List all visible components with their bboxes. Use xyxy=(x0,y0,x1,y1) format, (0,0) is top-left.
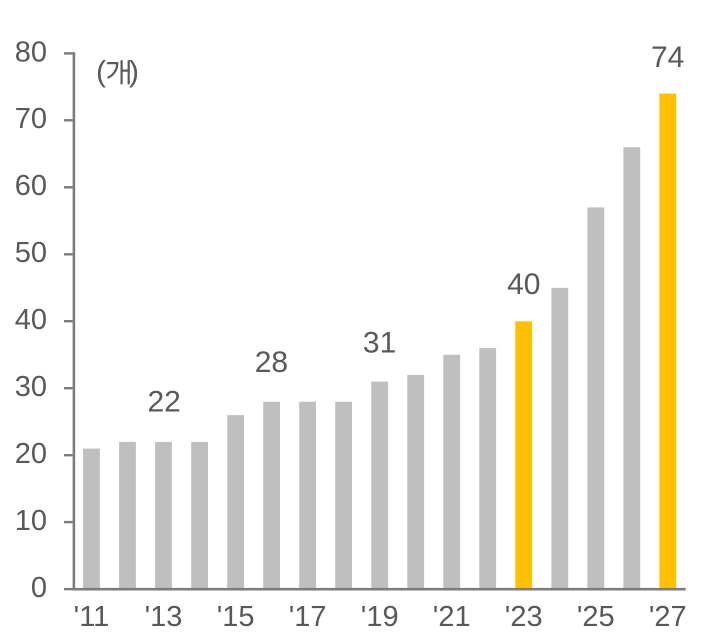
svg-text:31: 31 xyxy=(363,326,396,359)
svg-text:'23: '23 xyxy=(505,601,543,633)
svg-text:0: 0 xyxy=(31,572,47,604)
svg-text:'21: '21 xyxy=(433,601,471,633)
svg-text:): ) xyxy=(129,56,139,89)
svg-text:50: 50 xyxy=(15,237,47,269)
svg-text:40: 40 xyxy=(15,304,47,336)
svg-text:'13: '13 xyxy=(145,601,183,633)
svg-text:'25: '25 xyxy=(577,601,615,633)
svg-text:(: ( xyxy=(96,56,106,89)
svg-text:60: 60 xyxy=(15,170,47,202)
svg-text:70: 70 xyxy=(15,103,47,135)
svg-text:'15: '15 xyxy=(217,601,255,633)
svg-text:10: 10 xyxy=(15,505,47,537)
svg-text:20: 20 xyxy=(15,438,47,470)
svg-text:30: 30 xyxy=(15,371,47,403)
svg-text:28: 28 xyxy=(255,346,288,379)
svg-text:'19: '19 xyxy=(361,601,399,633)
svg-text:74: 74 xyxy=(651,41,684,74)
svg-text:'17: '17 xyxy=(289,601,327,633)
svg-text:'11: '11 xyxy=(74,601,110,633)
svg-text:40: 40 xyxy=(507,268,540,301)
svg-text:'27: '27 xyxy=(649,601,687,633)
svg-text:80: 80 xyxy=(15,36,47,68)
svg-text:22: 22 xyxy=(148,386,181,419)
